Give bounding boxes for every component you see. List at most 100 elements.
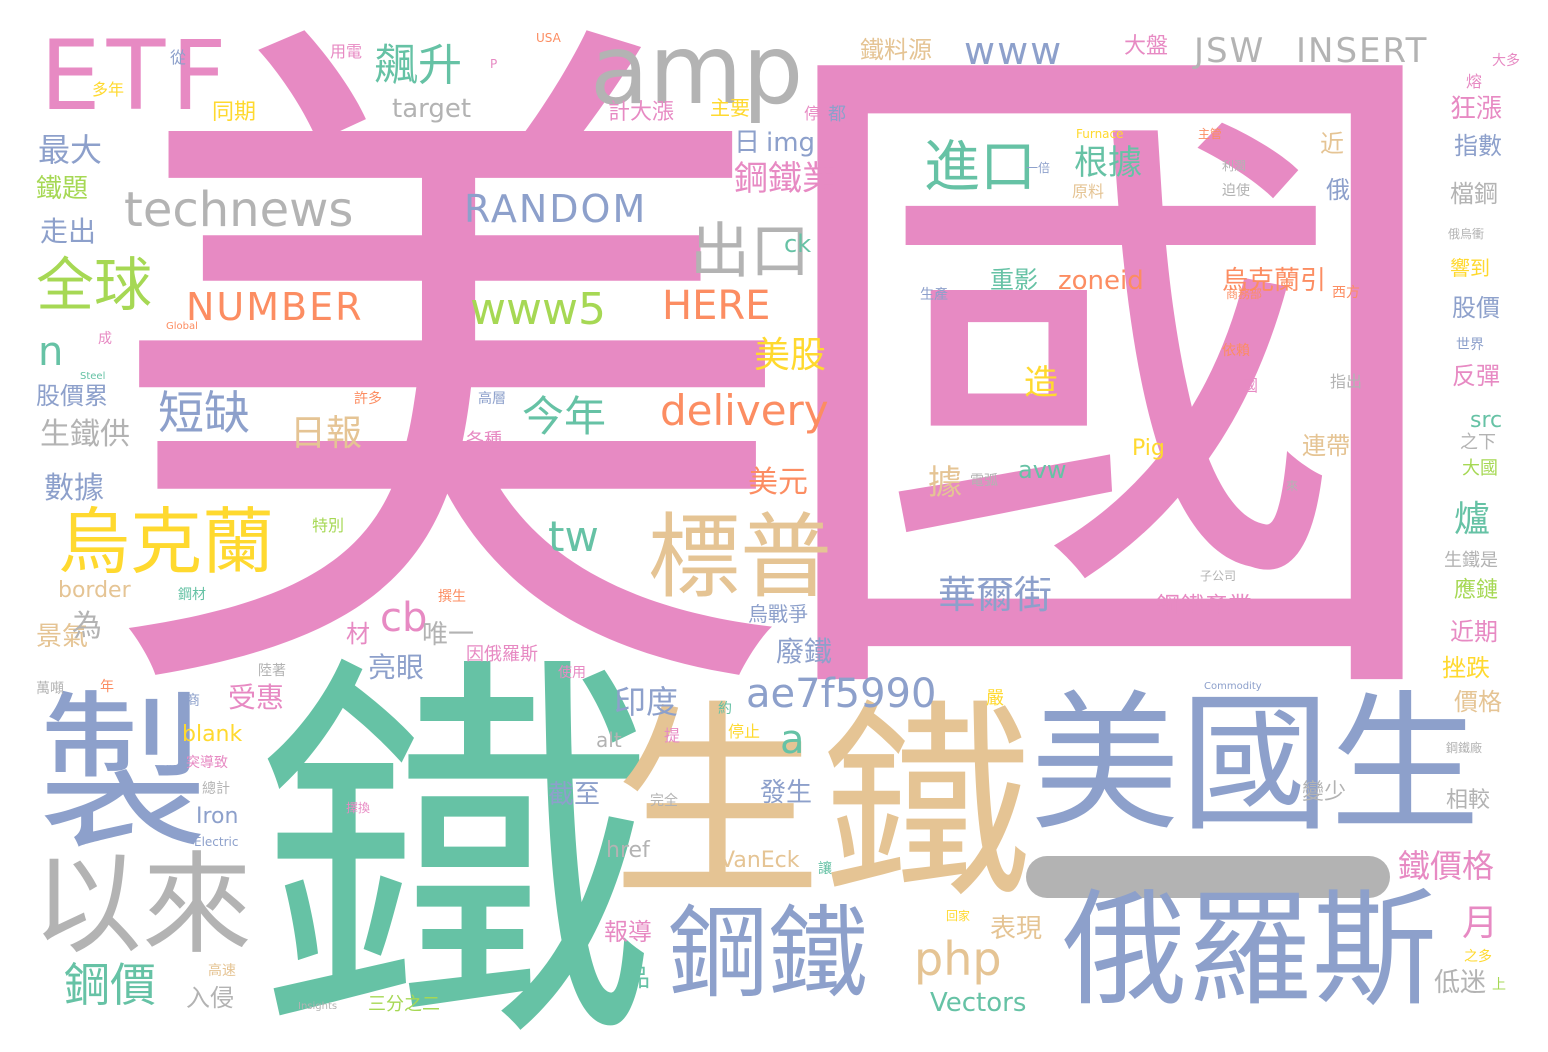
word-cloud-word: Pig	[1132, 436, 1165, 461]
word-cloud-word: 鋼價	[64, 958, 156, 1012]
word-cloud-word: 國	[1242, 376, 1259, 395]
word-cloud-word: P	[490, 57, 498, 71]
word-cloud-word: 生鐵供	[40, 417, 130, 452]
word-cloud-word: 許多	[354, 391, 382, 407]
word-cloud-word: 停止	[728, 722, 761, 741]
word-cloud-word: 連帶	[1302, 432, 1350, 460]
word-cloud-word: 根據	[1074, 143, 1142, 183]
word-cloud-word: JSW	[1194, 31, 1266, 71]
word-cloud-word: 鐵料源	[860, 36, 932, 64]
word-cloud-word: blank	[182, 722, 243, 747]
word-cloud-word: 廢鐵	[776, 635, 833, 668]
word-cloud-word: 嚴	[986, 688, 1004, 709]
word-cloud-word: 最大	[38, 131, 103, 169]
word-cloud-word: 電弧	[970, 473, 998, 489]
word-cloud-word: technews	[124, 182, 354, 238]
word-cloud-word: 響到	[1450, 256, 1490, 280]
word-cloud-word: 提	[664, 726, 681, 745]
word-cloud-word: 擇換	[346, 801, 371, 815]
word-cloud-word: 大盤	[1124, 34, 1169, 59]
word-cloud-word: 鋼鐵業	[734, 159, 836, 199]
word-cloud-word: 印度	[614, 683, 679, 721]
word-cloud-word: 大國	[1462, 458, 1498, 479]
word-cloud-word: 發生	[760, 778, 813, 808]
word-cloud-word: 生鐵是	[1444, 550, 1498, 571]
word-cloud-word: 讓	[818, 861, 832, 877]
word-cloud-word: 原料	[1072, 182, 1105, 201]
word-cloud-word: 近	[1320, 130, 1344, 158]
word-cloud-word: border	[58, 578, 131, 603]
word-cloud-word: 月	[1462, 903, 1499, 944]
word-cloud-word: 烏戰爭	[748, 602, 808, 626]
word-cloud-word: 以來	[32, 841, 252, 969]
word-cloud-word: 景氣	[36, 622, 89, 652]
word-cloud-word: 上	[1492, 977, 1506, 993]
word-cloud-word: 唯一	[422, 620, 475, 650]
word-cloud-word: 入侵	[186, 984, 234, 1012]
word-cloud-word: 華爾街	[938, 573, 1053, 617]
word-cloud-word: Iron	[196, 804, 239, 829]
word-cloud-word: 鋼材	[178, 587, 206, 603]
word-cloud-word: 鋼鐵產業	[1156, 592, 1252, 620]
word-cloud-word: 材	[346, 620, 370, 648]
word-cloud-word: 亮眼	[368, 651, 425, 684]
word-cloud-word: 美國生	[1030, 678, 1481, 852]
word-cloud-word: 年	[100, 679, 114, 695]
word-cloud-word: 萬噸	[36, 681, 64, 697]
word-cloud-word: USA	[536, 31, 561, 45]
word-cloud-word: tw	[548, 512, 599, 561]
word-cloud-word: 飆升	[374, 40, 462, 91]
word-cloud-word: 指出	[1330, 372, 1363, 391]
word-cloud-word: 俄	[1326, 176, 1350, 204]
word-cloud-word: 特別	[312, 516, 345, 535]
word-cloud-word: zoneid	[1058, 266, 1144, 296]
word-cloud-word: 停	[804, 104, 821, 123]
word-cloud-word: Steel	[80, 371, 106, 382]
word-cloud-word: 各種	[466, 430, 502, 451]
word-cloud-word: 完全	[650, 793, 678, 809]
word-cloud-word: 表現	[990, 914, 1043, 944]
word-cloud-word: amp	[590, 14, 804, 126]
word-cloud-word: 同期	[212, 100, 257, 125]
word-cloud-word: 撰生	[438, 589, 466, 605]
word-cloud-word: Commodity	[1204, 681, 1262, 692]
word-cloud-word: 多年	[92, 80, 125, 99]
word-cloud-word: src	[1470, 408, 1503, 433]
word-cloud-word: 全球	[36, 251, 153, 319]
word-cloud-word: 今年	[522, 392, 607, 441]
word-cloud-word: 俄烏衝	[1448, 227, 1485, 241]
word-cloud-word: 指數	[1454, 132, 1502, 160]
word-cloud-word: 爐	[1454, 499, 1491, 540]
word-cloud-word: 價格	[1454, 688, 1502, 716]
word-cloud-word: 三分之二	[368, 994, 440, 1015]
word-cloud-word: RANDOM	[464, 187, 648, 231]
word-cloud-word: href	[606, 838, 650, 863]
word-cloud-word: 成	[98, 331, 112, 347]
word-cloud-word: 之下	[1460, 432, 1496, 453]
word-cloud-word: www5	[470, 284, 606, 335]
word-cloud-word: 檔鋼	[1450, 180, 1498, 208]
word-cloud-word: 受惠	[228, 681, 285, 714]
word-cloud-word: INSERT	[1296, 31, 1429, 71]
word-cloud-word: VanEck	[720, 848, 800, 873]
word-cloud-word: 一倍	[1026, 161, 1051, 175]
word-cloud-word: 日報	[290, 413, 363, 454]
word-cloud-word: 因俄羅斯	[466, 644, 538, 665]
word-cloud-word: 鐵價格	[1398, 847, 1495, 885]
word-cloud-word: 標普	[648, 504, 833, 611]
word-cloud-word: 據	[928, 463, 962, 503]
word-cloud-word: delivery	[660, 386, 829, 435]
word-cloud-word: 主要	[710, 96, 750, 120]
word-cloud-word: S	[580, 51, 588, 65]
word-cloud-word: 變少	[1302, 780, 1347, 805]
word-cloud-word: 西方	[1332, 285, 1360, 301]
word-cloud-word: ETF	[40, 20, 233, 132]
word-cloud-word: www	[964, 29, 1064, 73]
word-cloud-word: 熔	[1466, 72, 1483, 91]
word-cloud-word: 出口	[690, 217, 810, 287]
word-cloud-word: 用電	[330, 42, 363, 61]
dash-mark	[1026, 856, 1390, 898]
word-cloud-word: img	[766, 128, 816, 158]
word-cloud-word: 股價累	[36, 382, 108, 410]
